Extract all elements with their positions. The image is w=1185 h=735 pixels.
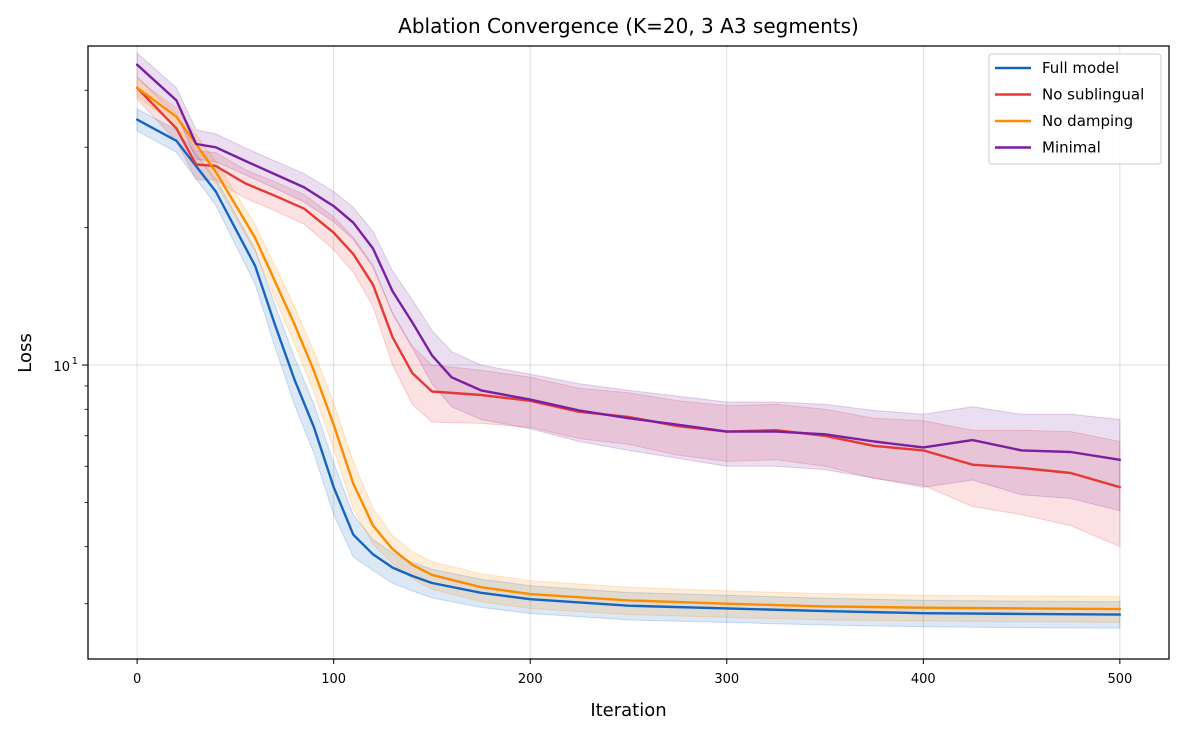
plot-frame [87,45,1170,660]
band-series-2 [136,78,1121,623]
band-series-1 [136,75,1121,548]
x-tick-label-200: 200 [518,672,543,687]
x-tick-label-500: 500 [1107,672,1132,687]
line-series-1 [135,86,1122,489]
grid [88,46,1169,659]
band-series-0 [136,108,1121,629]
y-tick-label-10: 10 [53,360,70,375]
x-axis-label: Iteration [590,700,666,721]
legend-frame [988,53,1162,165]
legend-label-0: Full model [1042,59,1119,77]
line-series-0 [135,118,1122,616]
legend-label-3: Minimal [1042,139,1101,157]
x-tick-label-0: 0 [133,672,141,687]
x-axis-ticks: 0 100 200 300 400 500 [133,659,1132,687]
x-tick-label-400: 400 [911,672,936,687]
y-tick-label-exponent: 1 [72,356,78,367]
chart-title: Ablation Convergence (K=20, 3 A3 segment… [398,14,859,38]
legend: Full model No sublingual No damping Minimal [988,53,1162,165]
y-axis-label: Loss [15,333,36,372]
x-tick-label-300: 300 [714,672,739,687]
line-series-3 [135,63,1122,461]
series-lines [135,63,1122,616]
x-tick-label-100: 100 [321,672,346,687]
legend-label-1: No sublingual [1042,86,1144,104]
y-axis-ticks: 10 1 [53,89,88,605]
legend-label-2: No damping [1042,112,1133,130]
line-series-2 [135,86,1122,611]
